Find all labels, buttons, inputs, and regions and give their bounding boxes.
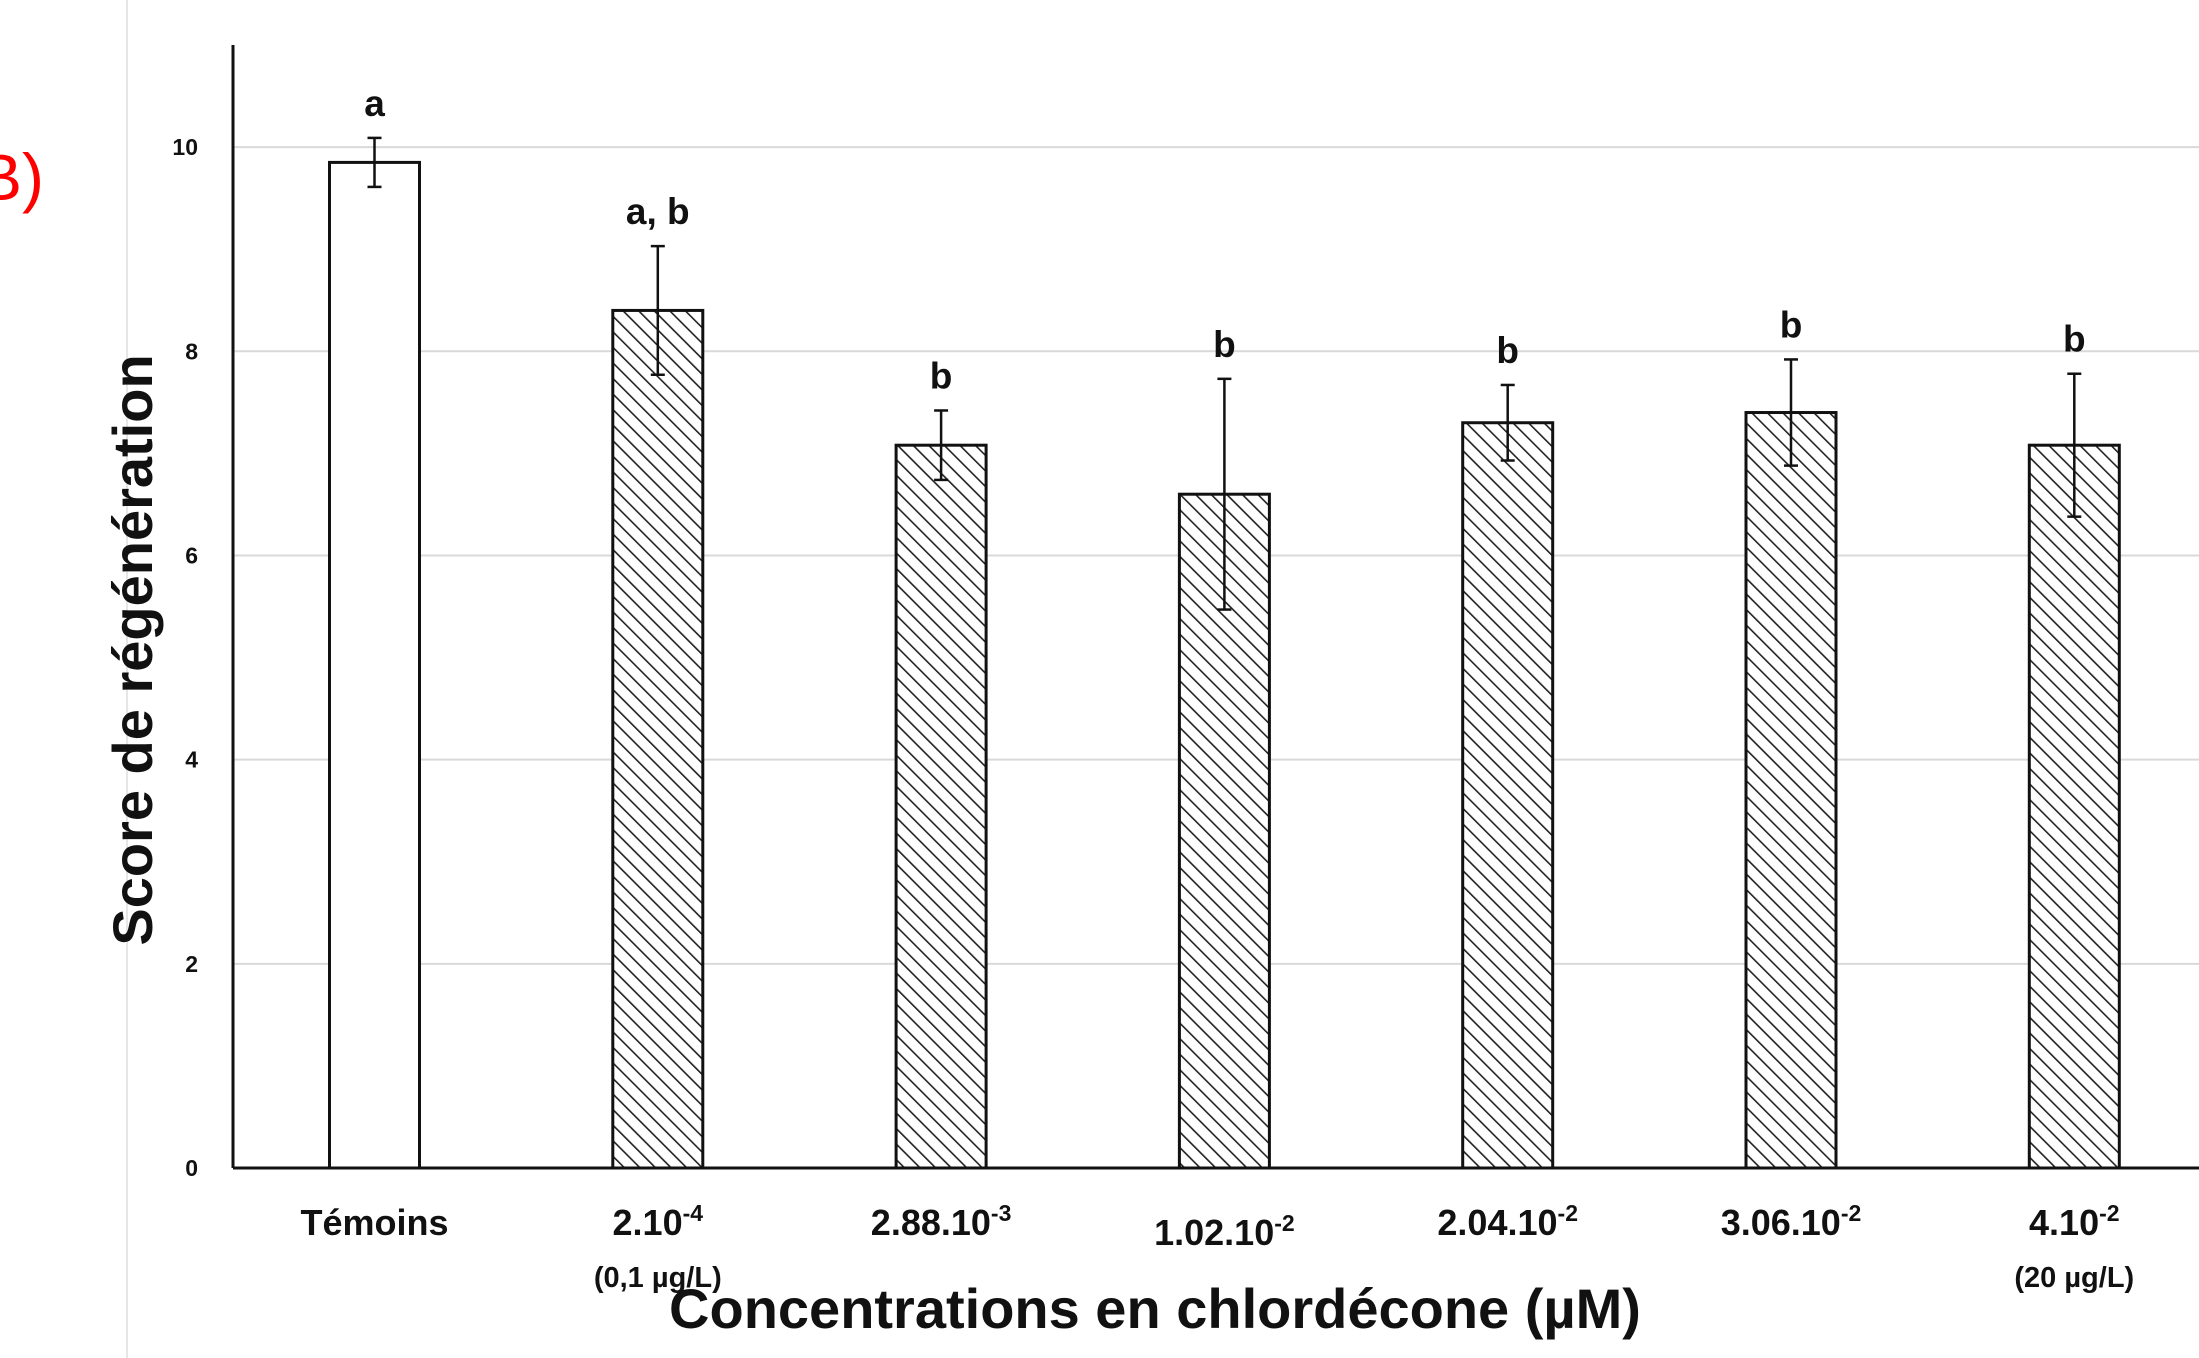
x-tick-base: Témoins	[300, 1202, 448, 1243]
error-bar	[1500, 383, 1515, 462]
panel-label: B)	[0, 140, 44, 214]
bar	[1744, 411, 1838, 1170]
y-tick-label: 4	[185, 747, 198, 773]
x-tick-base: 3.06.10	[1721, 1202, 1841, 1243]
x-tick-base: 2.04.10	[1437, 1202, 1557, 1243]
bar	[611, 308, 705, 1170]
bar	[1461, 421, 1555, 1170]
significance-label: b	[930, 355, 953, 396]
x-tick-label: 4.10-2	[2029, 1200, 2120, 1243]
y-tick-label: 8	[185, 338, 198, 364]
error-bar	[2067, 372, 2082, 518]
x-tick-exponent: -2	[1558, 1200, 1578, 1226]
x-tick-exponent: -4	[683, 1200, 704, 1226]
x-tick-label: 1.02.10-2	[1154, 1210, 1295, 1253]
x-tick-label: 2.10-4	[613, 1200, 704, 1243]
x-tick-note: (0,1 µg/L)	[594, 1262, 722, 1294]
x-tick-exponent: -2	[1841, 1200, 1861, 1226]
y-tick-label: 2	[185, 951, 198, 977]
x-tick-base: 4.10	[2029, 1202, 2099, 1243]
x-axis-title: Concentrations en chlordécone (µM)	[669, 1277, 1641, 1340]
x-tick-exponent: -2	[2099, 1200, 2119, 1226]
x-tick-label: Témoins	[300, 1202, 448, 1243]
error-bar	[650, 244, 665, 377]
error-bar	[367, 136, 382, 189]
x-tick-base: 2.88.10	[871, 1202, 991, 1243]
bar	[894, 443, 988, 1170]
y-tick-label: 0	[185, 1155, 198, 1181]
x-tick-label: 2.04.10-2	[1437, 1200, 1578, 1243]
significance-label: b	[1780, 304, 1803, 345]
x-tick-base: 1.02.10	[1154, 1212, 1274, 1253]
significance-label: a, b	[626, 191, 690, 232]
x-tick-label: 2.88.10-3	[871, 1200, 1012, 1243]
y-tick-label: 10	[172, 134, 198, 160]
significance-label: b	[1213, 324, 1236, 365]
x-tick-base: 2.10	[613, 1202, 683, 1243]
bar	[2027, 443, 2121, 1170]
significance-label: a	[364, 83, 385, 124]
x-tick-label: 3.06.10-2	[1721, 1200, 1862, 1243]
significance-label: b	[2063, 319, 2086, 360]
y-axis-title: Score de régénération	[101, 354, 164, 945]
error-bar	[1217, 377, 1232, 611]
x-tick-note: (20 µg/L)	[2014, 1262, 2134, 1294]
error-bar	[1784, 358, 1798, 467]
error-bar	[934, 409, 949, 482]
significance-label: b	[1496, 330, 1519, 371]
y-tick-label: 6	[185, 542, 198, 568]
x-tick-exponent: -3	[991, 1200, 1011, 1226]
x-tick-exponent: -2	[1274, 1210, 1294, 1236]
bar	[328, 160, 421, 1170]
